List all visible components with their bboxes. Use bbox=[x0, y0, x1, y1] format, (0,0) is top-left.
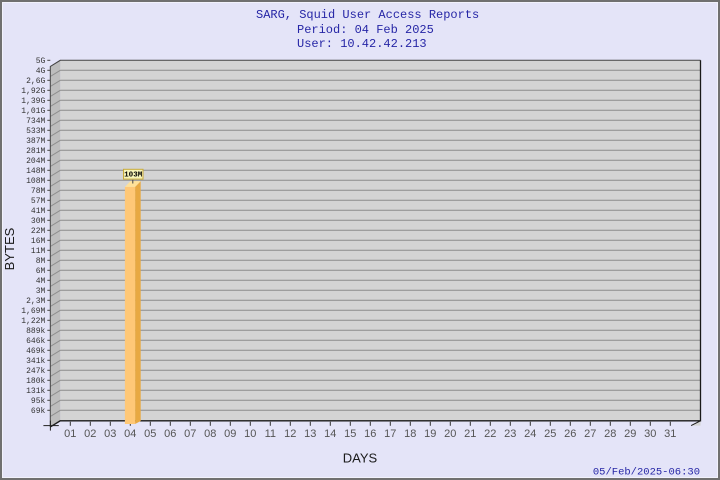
svg-text:13: 13 bbox=[304, 428, 316, 440]
svg-text:148M: 148M bbox=[26, 167, 45, 176]
svg-text:103M: 103M bbox=[124, 172, 143, 180]
svg-text:4M: 4M bbox=[36, 277, 46, 286]
svg-text:16M: 16M bbox=[31, 237, 46, 246]
svg-text:5G: 5G bbox=[36, 57, 46, 66]
svg-text:12: 12 bbox=[284, 428, 296, 440]
svg-text:05/Feb/2025-06:30: 05/Feb/2025-06:30 bbox=[593, 467, 700, 478]
svg-text:646k: 646k bbox=[26, 337, 45, 346]
svg-text:533M: 533M bbox=[26, 127, 45, 136]
svg-text:204M: 204M bbox=[26, 157, 45, 166]
svg-text:6M: 6M bbox=[36, 267, 46, 276]
svg-text:07: 07 bbox=[184, 428, 196, 440]
svg-text:1,92G: 1,92G bbox=[21, 87, 45, 96]
svg-text:22: 22 bbox=[484, 428, 496, 440]
svg-text:1,69M: 1,69M bbox=[21, 307, 45, 316]
svg-text:DAYS: DAYS bbox=[343, 451, 378, 466]
svg-text:247k: 247k bbox=[26, 367, 45, 376]
svg-text:09: 09 bbox=[224, 428, 236, 440]
svg-text:19: 19 bbox=[424, 428, 436, 440]
svg-text:30: 30 bbox=[644, 428, 656, 440]
svg-text:BYTES: BYTES bbox=[3, 227, 17, 270]
svg-text:15: 15 bbox=[344, 428, 356, 440]
svg-text:03: 03 bbox=[104, 428, 116, 440]
svg-text:22M: 22M bbox=[31, 227, 46, 236]
svg-text:14: 14 bbox=[324, 428, 336, 440]
svg-text:2,3M: 2,3M bbox=[26, 297, 45, 306]
svg-text:27: 27 bbox=[584, 428, 596, 440]
svg-text:10: 10 bbox=[244, 428, 256, 440]
svg-text:28: 28 bbox=[604, 428, 616, 440]
svg-text:25: 25 bbox=[544, 428, 556, 440]
svg-text:95k: 95k bbox=[31, 397, 46, 406]
svg-text:2,6G: 2,6G bbox=[26, 77, 45, 86]
svg-text:02: 02 bbox=[84, 428, 96, 440]
svg-text:20: 20 bbox=[444, 428, 456, 440]
svg-text:469k: 469k bbox=[26, 347, 45, 356]
svg-text:31: 31 bbox=[664, 428, 676, 440]
svg-text:41M: 41M bbox=[31, 207, 46, 216]
svg-text:387M: 387M bbox=[26, 137, 45, 146]
svg-text:1,01G: 1,01G bbox=[21, 107, 45, 116]
svg-text:8M: 8M bbox=[36, 257, 46, 266]
svg-text:04: 04 bbox=[124, 428, 136, 440]
svg-text:08: 08 bbox=[204, 428, 216, 440]
svg-text:180k: 180k bbox=[26, 377, 45, 386]
svg-text:1,22M: 1,22M bbox=[21, 317, 45, 326]
svg-text:05: 05 bbox=[144, 428, 156, 440]
svg-text:16: 16 bbox=[364, 428, 376, 440]
svg-text:01: 01 bbox=[64, 428, 76, 440]
svg-text:23: 23 bbox=[504, 428, 516, 440]
svg-text:29: 29 bbox=[624, 428, 636, 440]
svg-text:281M: 281M bbox=[26, 147, 45, 156]
svg-text:131k: 131k bbox=[26, 387, 45, 396]
svg-text:06: 06 bbox=[164, 428, 176, 440]
svg-text:69k: 69k bbox=[31, 407, 46, 416]
svg-text:24: 24 bbox=[524, 428, 536, 440]
svg-text:11: 11 bbox=[265, 428, 276, 440]
svg-text:341k: 341k bbox=[26, 357, 45, 366]
svg-text:57M: 57M bbox=[31, 197, 46, 206]
svg-text:30M: 30M bbox=[31, 217, 46, 226]
svg-text:18: 18 bbox=[404, 428, 416, 440]
svg-text:4G: 4G bbox=[36, 67, 46, 76]
svg-text:11M: 11M bbox=[31, 247, 46, 256]
svg-text:17: 17 bbox=[384, 428, 396, 440]
svg-text:1,39G: 1,39G bbox=[21, 97, 45, 106]
svg-text:78M: 78M bbox=[31, 187, 46, 196]
svg-text:26: 26 bbox=[564, 428, 576, 440]
svg-text:21: 21 bbox=[464, 428, 476, 440]
svg-text:734M: 734M bbox=[26, 117, 45, 126]
svg-text:108M: 108M bbox=[26, 177, 45, 186]
svg-text:889k: 889k bbox=[26, 327, 45, 336]
svg-text:3M: 3M bbox=[36, 287, 46, 296]
